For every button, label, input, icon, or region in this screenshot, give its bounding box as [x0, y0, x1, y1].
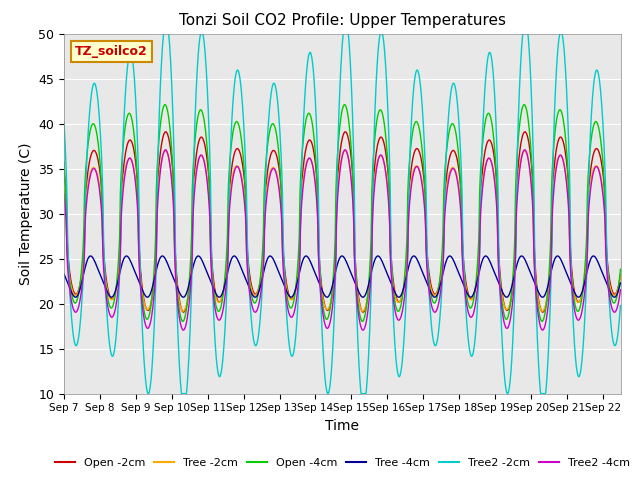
Legend: Open -2cm, Tree -2cm, Open -4cm, Tree -4cm, Tree2 -2cm, Tree2 -4cm: Open -2cm, Tree -2cm, Open -4cm, Tree -4…	[51, 453, 634, 472]
Title: Tonzi Soil CO2 Profile: Upper Temperatures: Tonzi Soil CO2 Profile: Upper Temperatur…	[179, 13, 506, 28]
X-axis label: Time: Time	[325, 419, 360, 433]
Y-axis label: Soil Temperature (C): Soil Temperature (C)	[19, 143, 33, 285]
Text: TZ_soilco2: TZ_soilco2	[75, 45, 148, 58]
